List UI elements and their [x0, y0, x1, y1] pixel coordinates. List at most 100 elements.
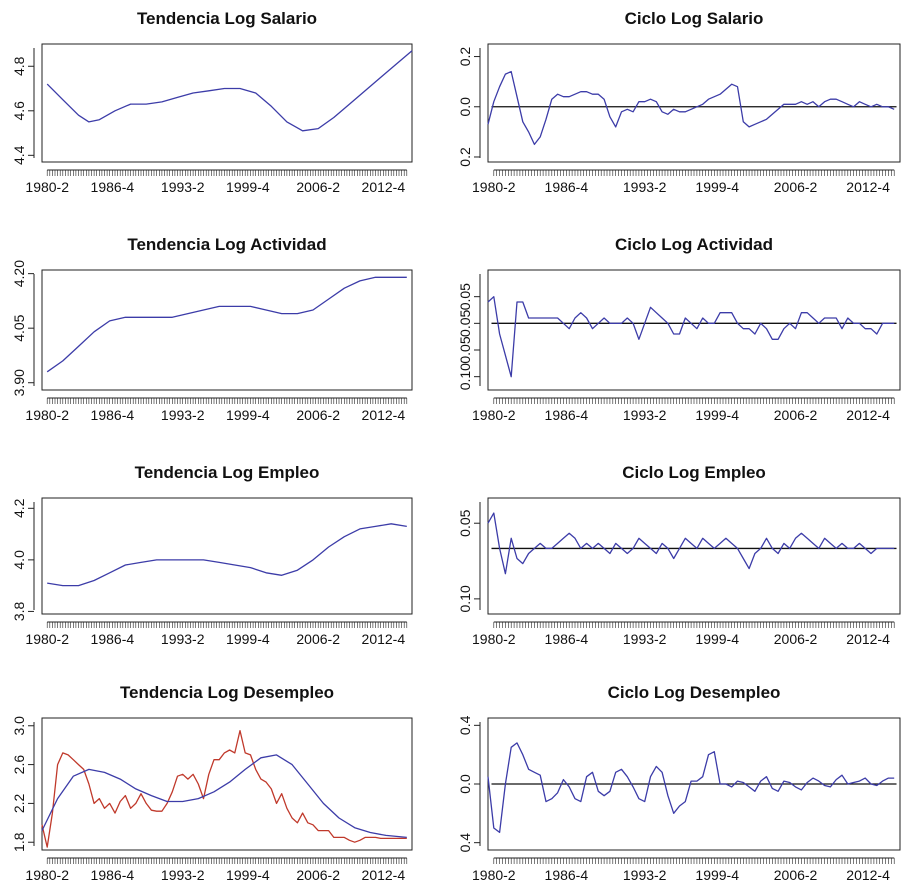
trend-actividad-xtick-label: 1993-2: [161, 407, 205, 423]
cycle-salario-xtick-label: 2006-2: [774, 179, 818, 195]
cycle-actividad-xtick-label: 1980-2: [472, 407, 516, 423]
trend-actividad-ytick-label: 4.20: [11, 260, 27, 287]
cycle-salario-panel: Ciclo Log Salario 0.2 0.0 0.2 1980-2 1986-4 19…: [457, 9, 901, 195]
trend-salario-series-0-line: [46, 50, 413, 132]
cycle-empleo-series-0-line: [487, 512, 895, 575]
cycle-desempleo-series-0-line: [487, 742, 895, 834]
cycle-empleo-xtick-label: 2012-4: [846, 631, 890, 647]
cycle-actividad-plot-frame: [487, 269, 901, 391]
cycle-salario-ytick-label: 0.2: [457, 47, 473, 67]
cycle-empleo-xtick-label: 2006-2: [774, 631, 818, 647]
trend-salario-xtick-label: 1993-2: [161, 179, 205, 195]
trend-actividad-ytick-label: 4.05: [11, 314, 27, 341]
trend-empleo-xtick-label: 1980-2: [25, 631, 69, 647]
trend-empleo-series-0-line: [47, 523, 407, 587]
cycle-salario-plot-frame: [487, 43, 901, 163]
trend-salario-xtick-label: 2006-2: [296, 179, 340, 195]
trend-salario-ytick-label: 4.6: [11, 101, 27, 121]
cycle-desempleo-title: Ciclo Log Desempleo: [608, 683, 781, 702]
trend-desempleo-x-minor-ticks: [46, 858, 408, 864]
cycle-empleo-xtick-label: 1986-4: [545, 631, 589, 647]
trend-actividad-xtick-label: 2006-2: [296, 407, 340, 423]
trend-actividad-ytick-label: 3.90: [11, 369, 27, 396]
trend-desempleo-xtick-label: 2006-2: [296, 867, 340, 881]
cycle-salario-xtick-label: 1993-2: [623, 179, 667, 195]
trend-salario-xtick-label: 1999-4: [226, 179, 270, 195]
cycle-salario-xtick-label: 1980-2: [472, 179, 516, 195]
trend-empleo-panel: Tendencia Log Empleo 3.8 4.0 4.2 1980-2 1986-…: [11, 463, 413, 647]
trend-empleo-ytick-label: 4.0: [11, 550, 27, 570]
trend-salario-title: Tendencia Log Salario: [137, 9, 317, 28]
cycle-empleo-title: Ciclo Log Empleo: [622, 463, 766, 482]
cycle-desempleo-xtick-label: 2006-2: [774, 867, 818, 881]
trend-desempleo-xtick-label: 2012-4: [362, 867, 406, 881]
trend-empleo-xtick-label: 2012-4: [362, 631, 406, 647]
cycle-salario-series-0-line: [487, 70, 895, 146]
cycle-actividad-panel: Ciclo Log Actividad0.100.050.050.051980-…: [457, 235, 901, 423]
cycle-salario-xtick-label: 1999-4: [695, 179, 739, 195]
trend-actividad-plot-frame: [41, 269, 413, 391]
cycle-actividad-xtick-label: 2012-4: [846, 407, 890, 423]
cycle-actividad-xtick-label: 1999-4: [695, 407, 739, 423]
trend-empleo-title: Tendencia Log Empleo: [135, 463, 320, 482]
trend-desempleo-ytick-label: 2.6: [11, 755, 27, 775]
cycle-desempleo-ytick-label: 0.0: [457, 774, 473, 794]
trend-desempleo-ytick-label: 1.8: [11, 832, 27, 852]
cycle-actividad-xtick-label: 1986-4: [545, 407, 589, 423]
trend-salario-xtick-label: 1986-4: [91, 179, 135, 195]
cycle-actividad-xtick-label: 2006-2: [774, 407, 818, 423]
cycle-actividad-ytick-label: 0.05: [457, 336, 473, 363]
cycle-actividad-xtick-label: 1993-2: [623, 407, 667, 423]
trend-empleo-ytick-label: 4.2: [11, 498, 27, 518]
trend-actividad-title: Tendencia Log Actividad: [127, 235, 326, 254]
cycle-actividad-title: Ciclo Log Actividad: [615, 235, 773, 254]
trend-desempleo-panel: Tendencia Log Desempleo 1.8 2.2 2.6 3.0 1980-…: [11, 683, 413, 881]
cycle-empleo-ytick-label: 0.10: [457, 585, 473, 612]
trend-desempleo-xtick-label: 1993-2: [161, 867, 205, 881]
trend-actividad-xtick-label: 2012-4: [362, 407, 406, 423]
cycle-salario-xtick-label: 2012-4: [846, 179, 890, 195]
cycle-empleo-xtick-label: 1999-4: [695, 631, 739, 647]
cycle-desempleo-xtick-label: 1993-2: [623, 867, 667, 881]
trend-desempleo-xtick-label: 1999-4: [226, 867, 270, 881]
trend-desempleo-series-1-line: [41, 754, 407, 839]
cycle-empleo-plot-frame: [487, 497, 901, 615]
cycle-actividad-ytick-label: 0.10: [457, 363, 473, 390]
trend-salario-ytick-label: 4.8: [11, 56, 27, 76]
trend-salario-xtick-label: 1980-2: [25, 179, 69, 195]
trend-salario-ytick-label: 4.4: [11, 145, 27, 165]
trend-empleo-xtick-label: 1993-2: [161, 631, 205, 647]
trend-actividad-series-0-line: [46, 276, 407, 373]
cycle-salario-ytick-label: 0.0: [457, 97, 473, 117]
cycle-actividad-ytick-label: 0.05: [457, 283, 473, 310]
trend-actividad-xtick-label: 1999-4: [226, 407, 270, 423]
cycle-desempleo-panel: Ciclo Log Desempleo 0.4 0.0 0.4 1980-2 1986-4…: [457, 683, 901, 881]
cycle-empleo-xtick-label: 1993-2: [623, 631, 667, 647]
trend-empleo-xtick-label: 1986-4: [91, 631, 135, 647]
trend-empleo-xtick-label: 2006-2: [296, 631, 340, 647]
trend-actividad-panel: Tendencia Log Actividad 3.90 4.05 4.20 1980-…: [11, 235, 413, 423]
trend-desempleo-series-0-line: [41, 729, 407, 848]
trend-empleo-ytick-label: 3.8: [11, 601, 27, 621]
trend-salario-x-minor-ticks: [46, 170, 408, 176]
cycle-desempleo-ytick-label: 0.4: [457, 715, 473, 735]
trend-desempleo-plot-frame: [41, 717, 413, 851]
cycle-empleo-xtick-label: 1980-2: [472, 631, 516, 647]
cycle-desempleo-x-minor-ticks: [493, 858, 895, 864]
cycle-empleo-x-minor-ticks: [493, 622, 895, 628]
cycle-empleo-panel: Ciclo Log Empleo 0.10 0.05 1980-2 1986-4 1993…: [457, 463, 901, 647]
trend-salario-xtick-label: 2012-4: [362, 179, 406, 195]
cycle-salario-title: Ciclo Log Salario: [625, 9, 764, 28]
cycle-desempleo-xtick-label: 1999-4: [695, 867, 739, 881]
cycle-salario-x-minor-ticks: [493, 170, 895, 176]
trend-empleo-xtick-label: 1999-4: [226, 631, 270, 647]
trend-salario-panel: Tendencia Log Salario 4.4 4.6 4.8 1980-2 1986…: [11, 9, 413, 195]
cycle-actividad-x-minor-ticks: [493, 398, 895, 404]
trend-empleo-x-minor-ticks: [46, 622, 408, 628]
trend-desempleo-xtick-label: 1980-2: [25, 867, 69, 881]
cycle-empleo-ytick-label: 0.05: [457, 509, 473, 536]
trend-actividad-x-minor-ticks: [46, 398, 408, 404]
trend-actividad-xtick-label: 1986-4: [91, 407, 135, 423]
trend-desempleo-xtick-label: 1986-4: [91, 867, 135, 881]
